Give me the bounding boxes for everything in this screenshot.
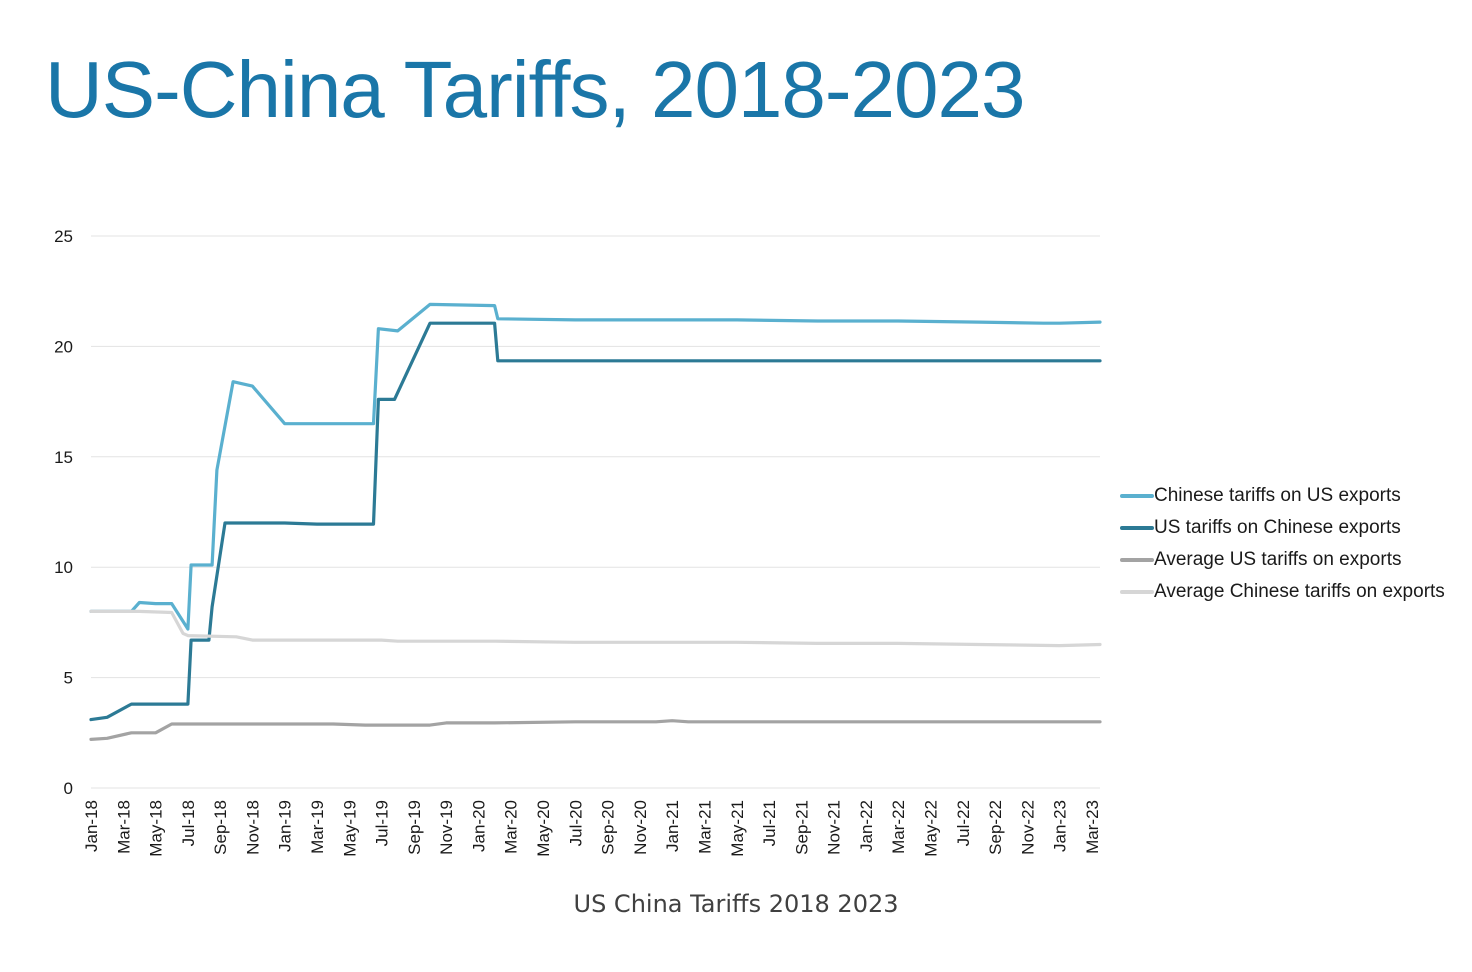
x-tick-label: May-18: [147, 800, 166, 857]
legend-label: Average US tariffs on exports: [1154, 549, 1402, 570]
x-tick-label: May-21: [728, 800, 747, 857]
x-tick-label: Jan-20: [469, 800, 488, 852]
x-tick-label: Nov-21: [825, 800, 844, 855]
x-tick-label: Mar-19: [308, 800, 327, 854]
y-tick-label: 25: [54, 227, 73, 246]
x-tick-label: Sep-18: [211, 800, 230, 855]
y-tick-label: 20: [54, 337, 73, 356]
x-tick-label: Nov-18: [243, 800, 262, 855]
x-tick-label: Mar-21: [695, 800, 714, 854]
x-tick-label: Jul-18: [179, 800, 198, 846]
series-line-2: [89, 321, 1102, 722]
legend-item: US tariffs on Chinese exports: [1120, 512, 1445, 544]
x-tick-label: Jan-21: [663, 800, 682, 852]
y-tick-label: 0: [64, 779, 73, 798]
legend-swatch: [1120, 494, 1154, 498]
legend-swatch: [1120, 526, 1154, 530]
x-tick-label: May-22: [921, 800, 940, 857]
y-tick-label: 5: [64, 669, 73, 688]
x-tick-label: Jul-19: [373, 800, 392, 846]
x-tick-label: Jan-22: [857, 800, 876, 852]
gridlines: [91, 235, 1100, 789]
x-tick-label: Sep-22: [986, 800, 1005, 855]
y-tick-label: 15: [54, 448, 73, 467]
legend-item: Chinese tariffs on US exports: [1120, 480, 1445, 512]
x-tick-label: Sep-19: [405, 800, 424, 855]
x-tick-label: Nov-20: [631, 800, 650, 855]
x-tick-label: Mar-22: [889, 800, 908, 854]
x-tick-label: Jul-22: [954, 800, 973, 846]
x-tick-label: Sep-20: [599, 800, 618, 855]
legend-item: Average US tariffs on exports: [1120, 544, 1445, 576]
legend-label: Average Chinese tariffs on exports: [1154, 581, 1445, 602]
y-tick-label: 10: [54, 558, 73, 577]
chart-caption: US China Tariffs 2018 2023: [573, 890, 899, 918]
x-tick-label: Mar-18: [114, 800, 133, 854]
x-tick-label: Jul-20: [566, 800, 585, 846]
legend-swatch: [1120, 590, 1154, 594]
x-tick-label: Jul-21: [760, 800, 779, 846]
x-tick-label: Sep-21: [792, 800, 811, 855]
y-axis-ticks: 0 5 10 15 20 25: [54, 227, 73, 798]
x-tick-label: Jan-23: [1051, 800, 1070, 852]
series-line-1: [89, 302, 1102, 631]
x-tick-label: Mar-23: [1083, 800, 1102, 854]
x-tick-label: Nov-22: [1018, 800, 1037, 855]
series-line-4: [89, 609, 1102, 648]
legend-label: Chinese tariffs on US exports: [1154, 485, 1401, 506]
series-lines: [89, 302, 1102, 741]
legend-item: Average Chinese tariffs on exports: [1120, 576, 1445, 608]
x-axis-ticks: Jan-18 Mar-18 May-18 Jul-18 Sep-18 Nov-18 Jan-…: [82, 800, 1102, 857]
x-tick-label: Jan-19: [276, 800, 295, 852]
legend-swatch: [1120, 558, 1154, 562]
x-tick-label: Nov-19: [437, 800, 456, 855]
legend-label: US tariffs on Chinese exports: [1154, 517, 1401, 538]
series-line-3: [89, 719, 1102, 741]
x-tick-label: Mar-20: [502, 800, 521, 854]
legend: Chinese tariffs on US exports US tariffs …: [1120, 480, 1445, 608]
x-tick-label: May-20: [534, 800, 553, 857]
page-title: US-China Tariffs, 2018-2023: [45, 45, 1026, 134]
x-tick-label: Jan-18: [82, 800, 101, 852]
x-tick-label: May-19: [340, 800, 359, 857]
